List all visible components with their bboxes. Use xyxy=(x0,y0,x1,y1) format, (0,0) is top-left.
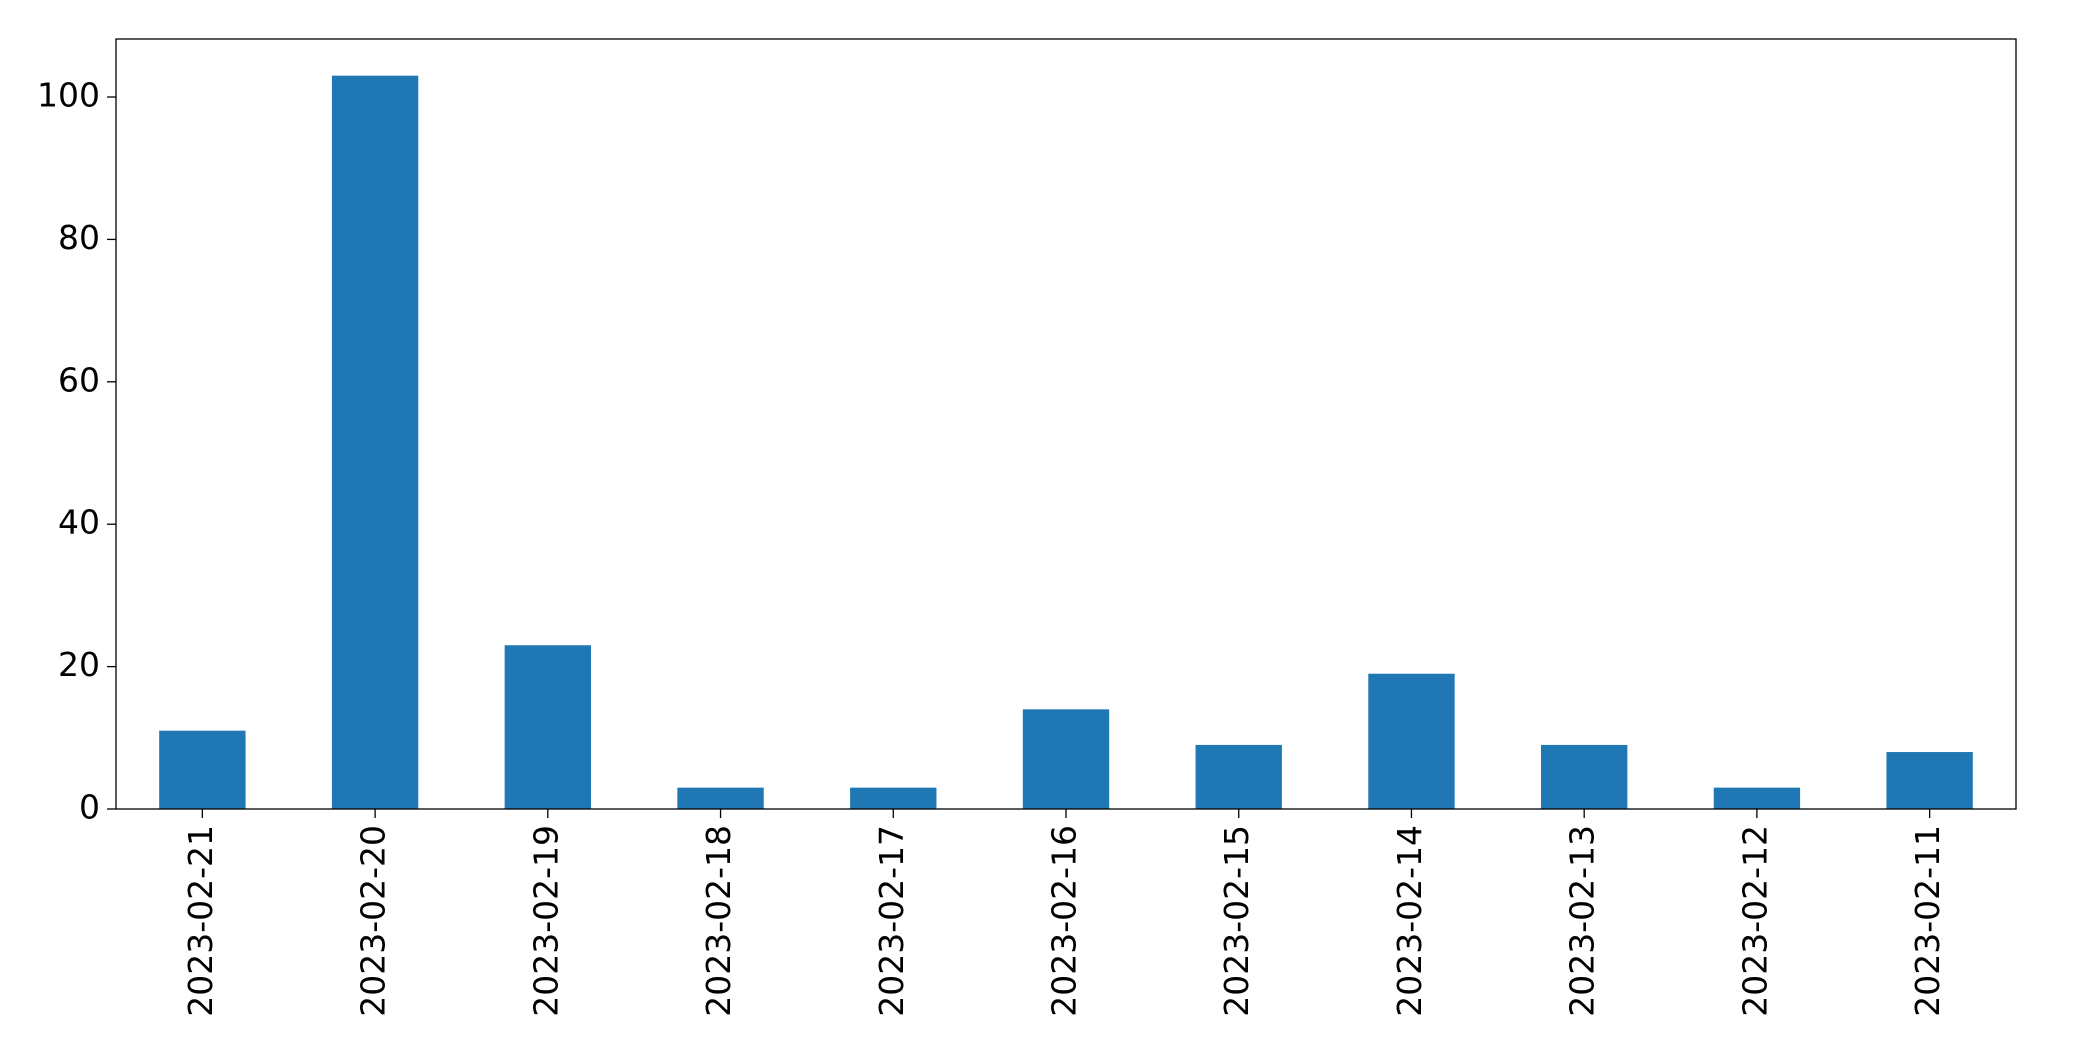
bar xyxy=(850,787,937,809)
y-tick-label: 0 xyxy=(79,788,100,827)
y-tick-label: 40 xyxy=(58,503,100,542)
x-tick-label: 2023-02-11 xyxy=(1908,825,1947,1017)
bar xyxy=(331,75,419,809)
x-tick-label: 2023-02-17 xyxy=(872,825,911,1017)
y-tick-label: 100 xyxy=(37,76,100,115)
y-tick-label: 80 xyxy=(58,218,100,257)
bar xyxy=(504,645,591,809)
bar xyxy=(1195,744,1282,809)
y-tick-label: 20 xyxy=(58,645,100,684)
x-tick-label: 2023-02-19 xyxy=(526,825,565,1017)
y-tick-label: 60 xyxy=(58,360,100,399)
x-tick-label: 2023-02-12 xyxy=(1735,825,1774,1017)
bar xyxy=(1541,744,1628,809)
x-tick-label: 2023-02-14 xyxy=(1390,825,1429,1017)
bar xyxy=(1886,752,1973,809)
bar xyxy=(1713,787,1801,809)
x-tick-label: 2023-02-16 xyxy=(1045,825,1084,1017)
bar xyxy=(677,787,764,809)
x-tick-label: 2023-02-20 xyxy=(354,825,393,1017)
plot-frame xyxy=(115,38,2017,810)
x-tick-label: 2023-02-21 xyxy=(181,825,220,1017)
bar xyxy=(1022,709,1110,809)
bar xyxy=(1368,673,1455,809)
bar xyxy=(159,730,246,809)
x-tick-label: 2023-02-13 xyxy=(1563,825,1602,1017)
x-tick-label: 2023-02-15 xyxy=(1217,825,1256,1017)
x-tick-label: 2023-02-18 xyxy=(699,825,738,1017)
